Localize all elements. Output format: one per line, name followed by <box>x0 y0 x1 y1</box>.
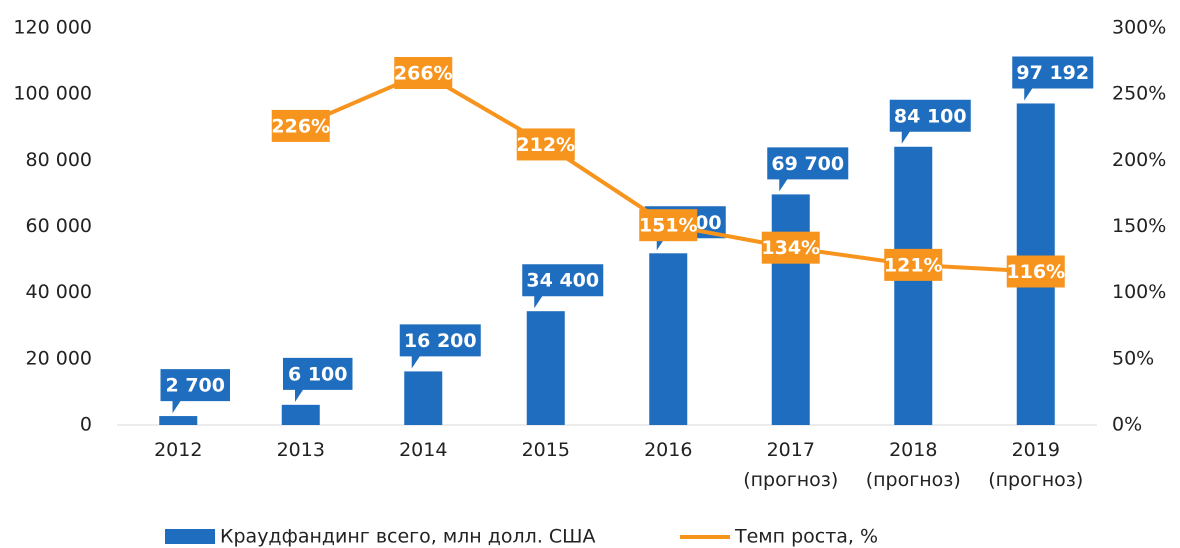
x-tick-label: 2015 <box>522 439 570 461</box>
label-callout <box>283 357 353 402</box>
y2-tick-label: 0% <box>1112 414 1142 436</box>
line-value-label: 212% <box>516 134 575 156</box>
legend-swatch <box>165 529 215 544</box>
bar <box>159 416 198 425</box>
bar <box>771 194 810 425</box>
y2-tick-label: 300% <box>1112 17 1166 39</box>
bar <box>281 404 320 425</box>
bar-value-label: 97 192 <box>1016 62 1089 84</box>
y-tick-label: 0 <box>80 414 92 436</box>
bar <box>404 371 443 425</box>
label-callout <box>889 99 971 144</box>
line-label-box <box>271 109 330 142</box>
y2-tick-label: 250% <box>1112 83 1166 105</box>
y-tick-label: 60 000 <box>26 215 92 237</box>
x-tick-label: 2014 <box>399 439 447 461</box>
y-tick-label: 120 000 <box>13 17 92 39</box>
bar-value-label: 16 200 <box>404 330 477 352</box>
legend-label: Темп роста, % <box>734 526 878 548</box>
y2-tick-label: 200% <box>1112 149 1166 171</box>
y-tick-label: 100 000 <box>13 83 92 105</box>
x-tick-label: 2018 (прогноз) <box>866 439 961 491</box>
bar-value-label: 6 100 <box>288 363 348 385</box>
x-tick-label: 2016 <box>644 439 692 461</box>
line-value-label: 226% <box>271 115 330 137</box>
x-tick-label: 2017 (прогноз) <box>743 439 838 491</box>
line-label-box <box>761 231 820 264</box>
y2-tick-label: 50% <box>1112 347 1154 369</box>
bar-value-label: 2 700 <box>166 375 226 397</box>
line-value-label: 266% <box>394 62 453 84</box>
label-callout <box>399 324 481 369</box>
y-tick-label: 20 000 <box>26 347 92 369</box>
legend-label: Краудфандинг всего, млн долл. США <box>220 526 595 548</box>
label-callout <box>767 147 849 192</box>
line-label-box <box>639 209 698 242</box>
bar <box>894 146 933 425</box>
y-tick-label: 80 000 <box>26 149 92 171</box>
bar <box>649 253 688 425</box>
bar-value-label: 69 700 <box>771 153 844 175</box>
x-tick-label: 2019 (прогноз) <box>988 439 1083 491</box>
label-callout <box>1012 56 1094 101</box>
label-callout <box>160 369 230 414</box>
line-label-box <box>884 248 943 281</box>
y2-tick-label: 100% <box>1112 281 1166 303</box>
line-value-label: 151% <box>639 215 698 237</box>
line-value-label: 121% <box>884 254 943 276</box>
bar <box>526 311 565 425</box>
line-label-box <box>1006 255 1065 288</box>
y-tick-label: 40 000 <box>26 281 92 303</box>
line-label-box <box>394 56 453 89</box>
y2-tick-label: 150% <box>1112 215 1166 237</box>
bar-value-label: 34 400 <box>526 270 599 292</box>
label-callout <box>522 264 604 309</box>
bar-value-label: 84 100 <box>894 105 967 127</box>
line-label-box <box>516 128 575 161</box>
line-value-label: 134% <box>761 237 820 259</box>
x-tick-label: 2012 <box>154 439 202 461</box>
line-value-label: 116% <box>1006 261 1065 283</box>
x-tick-label: 2013 <box>277 439 325 461</box>
